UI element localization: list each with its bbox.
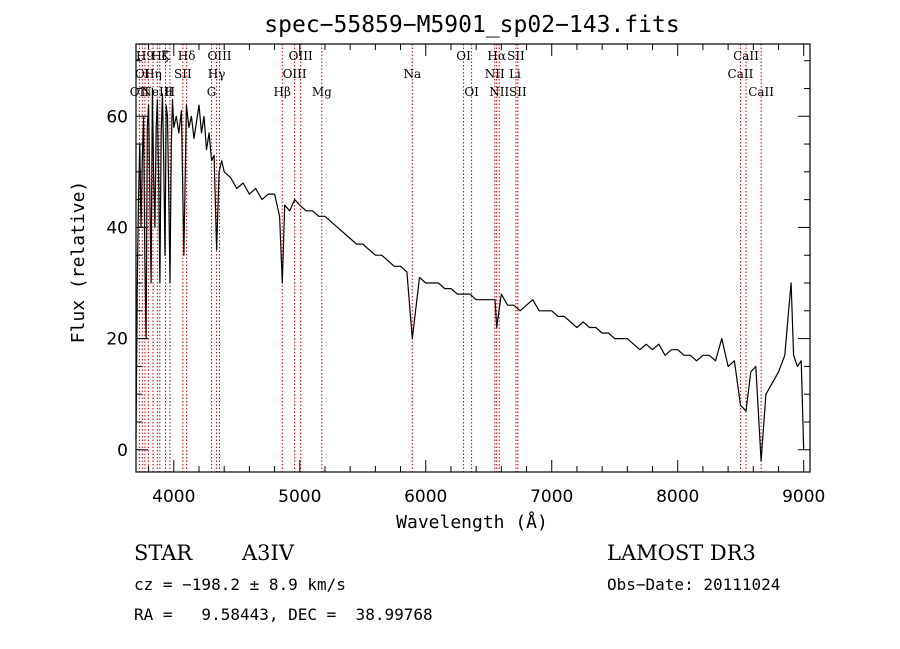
y-tick-labels: 0 20 40 60: [106, 107, 128, 461]
x-tick-label: 6000: [404, 487, 447, 507]
spectral-line-label: G: [207, 85, 217, 99]
spectral-line-label: Li: [509, 67, 521, 81]
spectral-line-label: NeIII: [141, 85, 173, 99]
spectral-line-label: OII: [130, 85, 150, 99]
spectrum-line: [135, 87, 805, 462]
x-tick-label: 4000: [152, 487, 195, 507]
spectral-line-label: Hζ: [151, 49, 168, 63]
spectral-line-label: Na: [403, 67, 421, 81]
spectral-line-label: CaII: [733, 49, 759, 63]
object-subclass: A3IV: [241, 541, 295, 565]
y-axis-label: Flux (relative): [68, 181, 89, 344]
spectral-line-label: H9: [136, 49, 154, 63]
spectral-line-label: Hβ: [274, 85, 291, 99]
x-tick-label: 8000: [656, 487, 699, 507]
spectral-line-label: OIII: [289, 49, 313, 63]
y-tick-label: 40: [106, 218, 128, 238]
spectral-line-label: OI: [456, 49, 471, 63]
chart-title: spec−55859−M5901_sp02−143.fits: [264, 12, 679, 38]
spectral-line-label: H: [165, 85, 175, 99]
x-tick-label: 7000: [530, 487, 573, 507]
spectral-line-label: Mg: [312, 85, 332, 99]
spectral-line-label: SII: [174, 67, 192, 81]
spectral-line-label: CaII: [748, 85, 774, 99]
ra-dec-coordinates: RA = 9.58443, DEC = 38.99768: [134, 605, 433, 624]
spectral-line-label: OI: [464, 85, 479, 99]
spectral-line-label: SII: [507, 49, 525, 63]
spectral-line-label: OI: [135, 67, 150, 81]
object-class: STAR: [134, 541, 193, 565]
x-tick-label: 9000: [782, 487, 825, 507]
spectral-line-markers: [138, 44, 762, 472]
x-axis-label: Wavelength (Å): [396, 511, 548, 533]
spectral-line-label: Hα: [487, 49, 506, 63]
plot-frame: [135, 43, 811, 473]
redshift-cz: cz = −198.2 ± 8.9 km/s: [134, 575, 346, 594]
spectral-line-label: K: [161, 49, 171, 63]
x-tick-labels: 4000 5000 6000 7000 8000 9000: [152, 487, 825, 507]
axis-ticks: [136, 44, 810, 472]
spectral-line-labels: OII OI H9 Hη NeIII HζK H SII Hδ G Hγ OIII Hβ OIII OIII…: [130, 49, 775, 99]
spectral-line-label: CaII: [728, 67, 754, 81]
y-tick-label: 20: [106, 330, 128, 350]
spectral-line-label: SII: [509, 85, 527, 99]
observation-date: Obs−Date: 20111024: [607, 575, 780, 594]
spectral-line-label: Hη: [144, 67, 162, 81]
y-tick-label: 0: [117, 441, 128, 461]
x-tick-label: 5000: [278, 487, 321, 507]
survey-name: LAMOST DR3: [607, 541, 756, 565]
spectral-line-label: OIII: [207, 49, 231, 63]
spectral-line-label: Hδ: [178, 49, 196, 63]
spectral-line-label: Hγ: [208, 67, 226, 81]
spectral-line-label: OIII: [283, 67, 307, 81]
spectral-line-label: NII: [489, 85, 509, 99]
spectral-line-label: NII: [485, 67, 505, 81]
y-tick-label: 60: [106, 107, 128, 127]
